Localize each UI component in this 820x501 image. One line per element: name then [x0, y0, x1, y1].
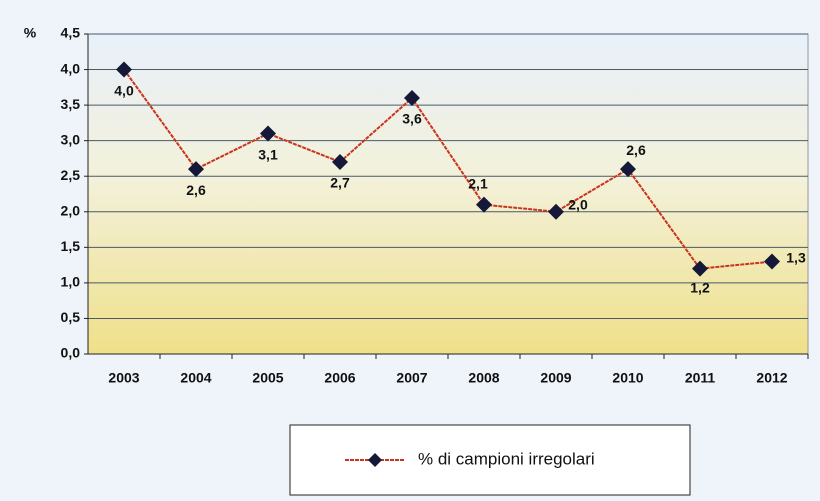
x-tick-label: 2009 — [540, 370, 571, 386]
data-label: 2,7 — [330, 175, 350, 191]
data-label: 2,6 — [626, 142, 646, 158]
data-label: 2,0 — [568, 196, 588, 212]
data-label: 4,0 — [114, 82, 134, 98]
y-tick-label: 0,5 — [61, 309, 81, 325]
x-tick-label: 2010 — [612, 370, 643, 386]
marker — [116, 61, 132, 78]
data-label: 1,3 — [786, 249, 806, 265]
plot-area — [87, 33, 809, 355]
legend-label: % di campioni irregolari — [418, 449, 595, 468]
data-label: 2,6 — [186, 182, 206, 198]
x-tick-label: 2008 — [468, 370, 499, 386]
x-tick-label: 2004 — [180, 370, 211, 386]
x-tick-label: 2012 — [756, 370, 787, 386]
y-tick-label: 3,5 — [61, 96, 81, 112]
y-tick-label: 4,5 — [61, 25, 81, 41]
x-tick-label: 2006 — [324, 370, 355, 386]
y-tick-label: 0,0 — [61, 345, 81, 361]
marker — [404, 90, 420, 106]
y-tick-label: 1,0 — [61, 274, 81, 290]
marker — [620, 161, 636, 178]
y-tick-label: 4,0 — [61, 60, 81, 76]
y-tick-label: 1,5 — [61, 238, 81, 254]
data-label: 3,6 — [402, 111, 422, 127]
y-tick-label: 3,0 — [61, 131, 81, 147]
data-label: 1,2 — [690, 279, 710, 295]
x-tick-label: 2007 — [396, 370, 427, 386]
data-label: 3,1 — [258, 146, 278, 162]
marker — [548, 203, 564, 220]
marker — [188, 161, 204, 178]
marker — [476, 196, 492, 213]
x-tick-label: 2011 — [685, 370, 716, 386]
marker — [764, 253, 780, 270]
legend-marker — [368, 453, 382, 467]
x-tick-label: 2005 — [252, 370, 283, 386]
marker — [332, 154, 348, 170]
y-tick-label: 2,0 — [61, 202, 81, 218]
y-unit-label: % — [24, 25, 37, 41]
x-tick-label: 2003 — [108, 370, 139, 386]
marker — [260, 125, 276, 142]
y-tick-label: 2,5 — [61, 167, 81, 183]
data-label: 2,1 — [468, 175, 488, 191]
marker — [692, 260, 708, 277]
series-line — [123, 68, 773, 270]
